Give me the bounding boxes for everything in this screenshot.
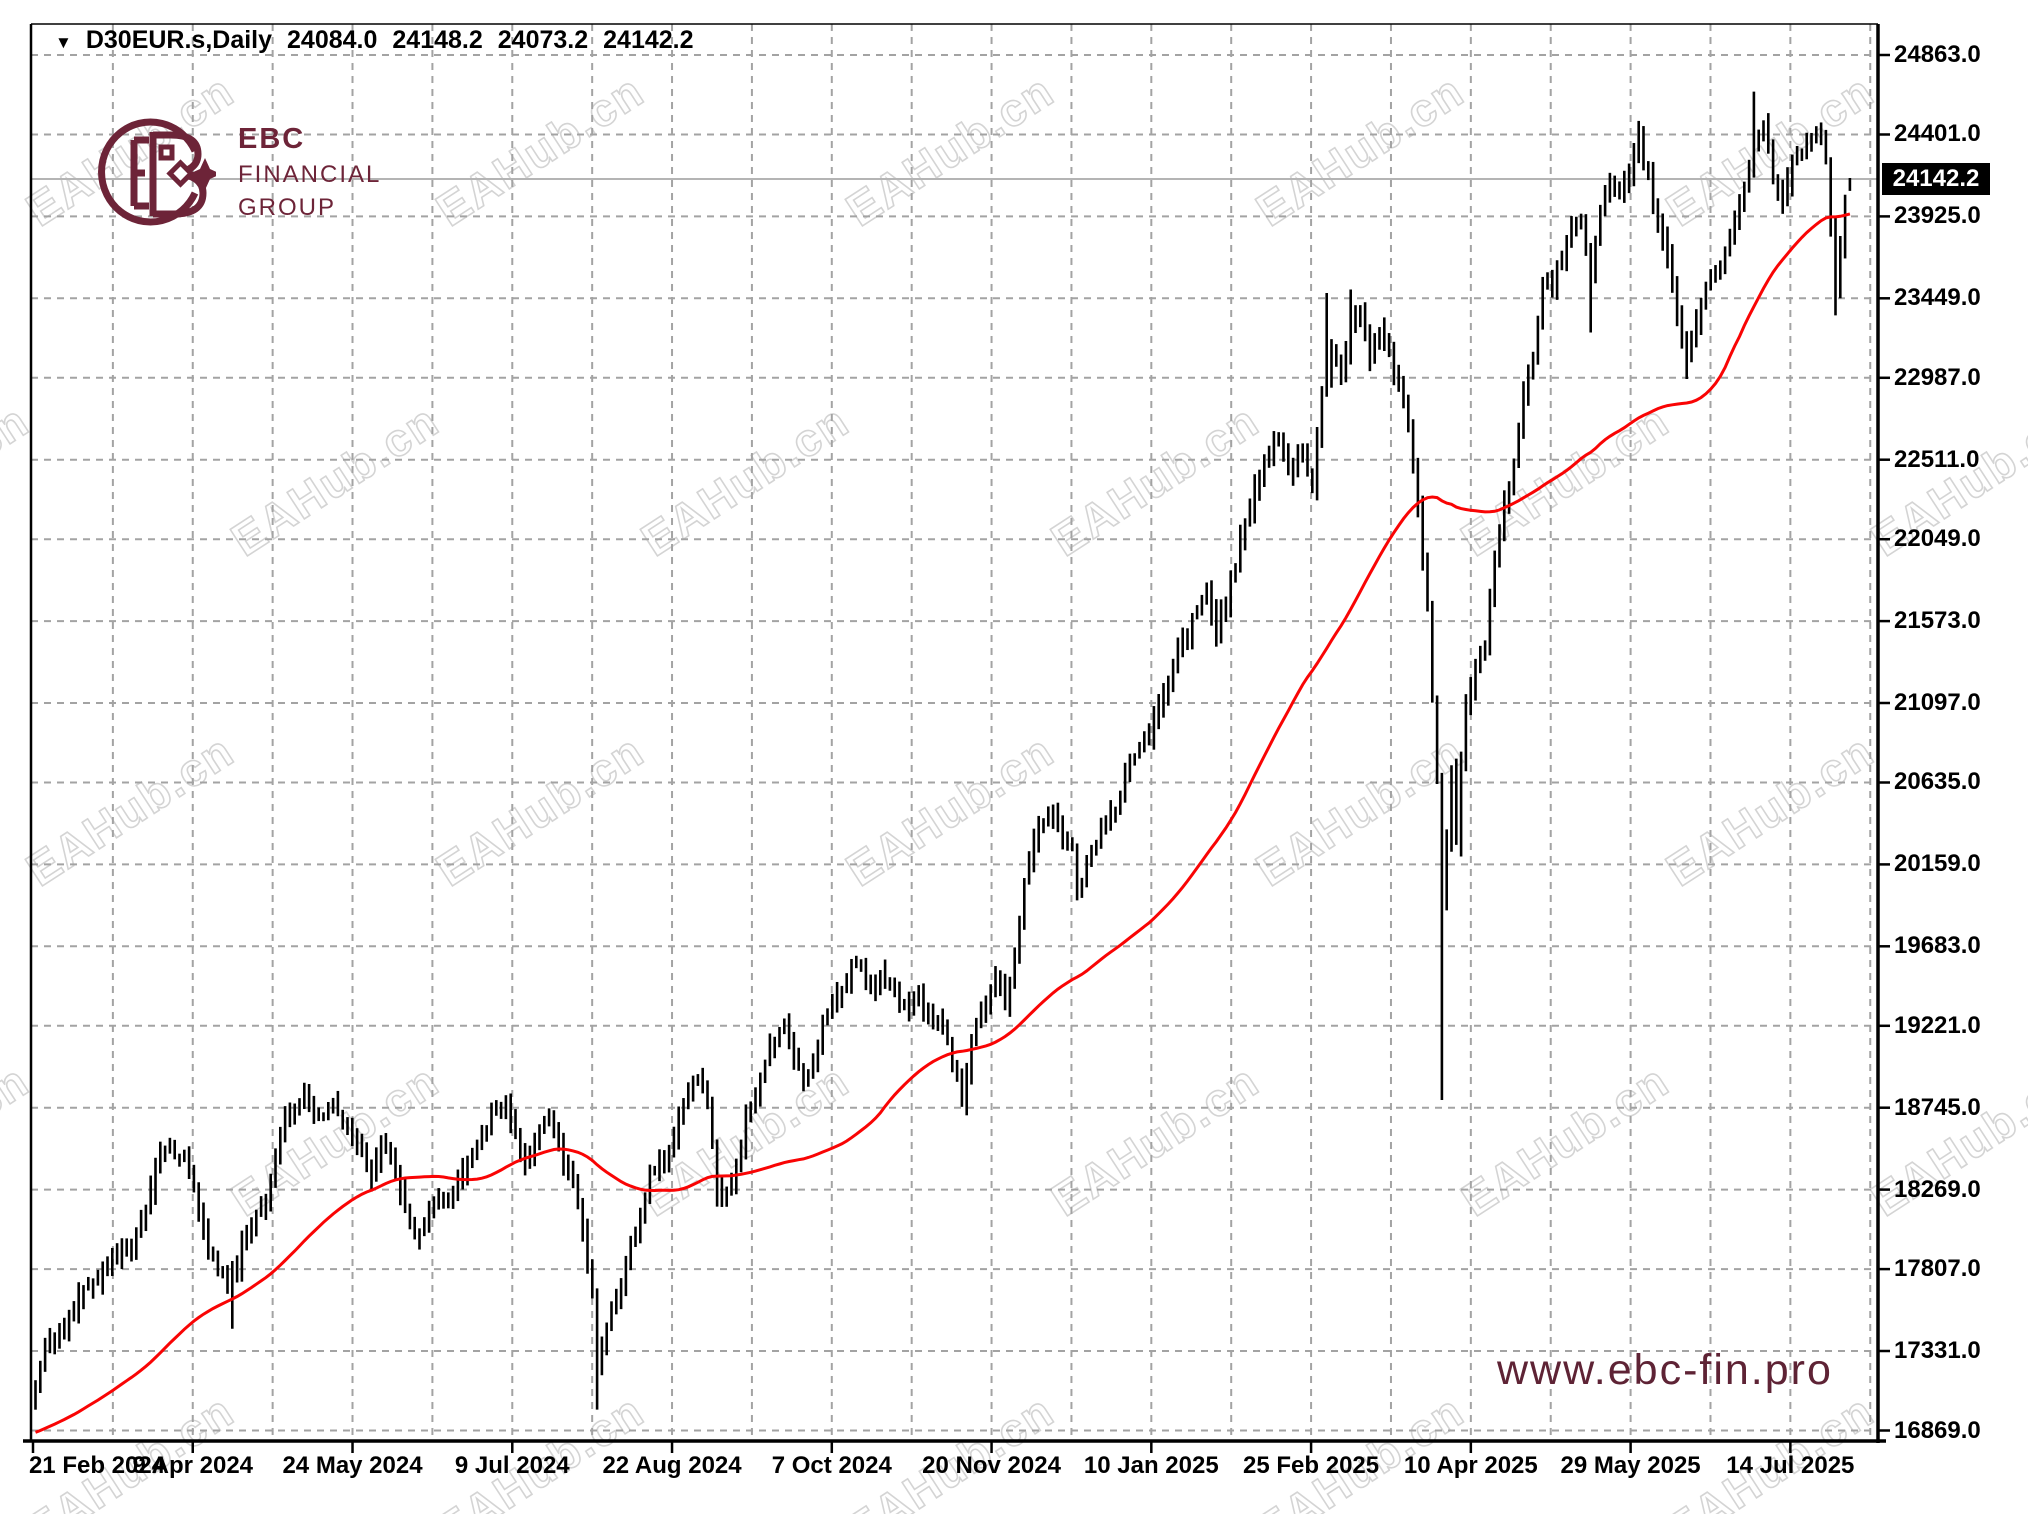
date-axis-label: 22 Aug 2024 <box>602 1452 742 1479</box>
chart-header: ▼ D30EUR.s,Daily 24084.0 24148.2 24073.2… <box>55 26 694 55</box>
current-price-badge: 24142.2 <box>1882 163 1990 196</box>
price-axis-label: 21097.0 <box>1894 689 1981 716</box>
price-axis-label: 22511.0 <box>1894 445 1980 473</box>
price-axis-label: 21573.0 <box>1894 607 1981 635</box>
price-axis-label: 19683.0 <box>1894 932 1981 960</box>
ebc-logo-monogram-icon <box>98 118 216 226</box>
date-axis-label: 10 Apr 2025 <box>1403 1452 1538 1479</box>
price-axis-label: 23925.0 <box>1894 202 1981 230</box>
price-axis-label: 23449.0 <box>1894 284 1981 312</box>
logo-line-group: GROUP <box>238 193 337 221</box>
moving-average-line <box>34 212 1851 1434</box>
price-axis-label: 22987.0 <box>1894 363 1981 391</box>
ebc-logo: EBC FINANCIAL GROUP <box>96 116 381 228</box>
ebc-logo-text: EBC FINANCIAL GROUP <box>238 122 382 221</box>
price-axis-label: 19221.0 <box>1894 1011 1981 1039</box>
price-axis-label: 24863.0 <box>1894 41 1981 68</box>
price-axis-label: 17331.0 <box>1894 1337 1981 1364</box>
price-axis-label: 16869.0 <box>1894 1416 1981 1444</box>
low-value: 24073.2 <box>497 26 589 54</box>
date-axis-label: 9 Jul 2024 <box>454 1452 570 1479</box>
date-axis-label: 7 Oct 2024 <box>771 1452 892 1479</box>
price-axis-label: 18269.0 <box>1894 1175 1981 1203</box>
logo-line-ebc: EBC <box>238 122 306 155</box>
high-value: 24148.2 <box>392 26 483 54</box>
price-axis-label: 20159.0 <box>1894 850 1981 878</box>
price-axis-label: 17807.0 <box>1894 1255 1981 1283</box>
date-axis-label: 20 Nov 2024 <box>922 1452 1061 1479</box>
symbol-timeframe-label: D30EUR.s,Daily <box>85 26 273 54</box>
date-axis-label: 14 Jul 2025 <box>1726 1452 1855 1479</box>
date-axis-label: 25 Feb 2025 <box>1243 1452 1380 1479</box>
price-axis-label: 24401.0 <box>1894 120 1981 148</box>
logo-line-financial: FINANCIAL <box>238 160 382 188</box>
price-axis-label: 18745.0 <box>1894 1093 1981 1121</box>
date-axis-label: 10 Jan 2025 <box>1083 1452 1219 1479</box>
website-url: www.ebc-fin.pro <box>1497 1346 1833 1394</box>
close-value: 24142.2 <box>603 26 694 54</box>
symbol-dropdown-icon[interactable]: ▼ <box>55 33 72 52</box>
date-axis-label: 24 May 2024 <box>282 1452 423 1479</box>
open-value: 24084.0 <box>287 26 378 54</box>
date-axis-label: 21 Feb 2024 <box>28 1452 166 1479</box>
price-axis-label: 22049.0 <box>1894 525 1981 553</box>
date-axis-label: 29 May 2025 <box>1560 1452 1701 1479</box>
date-axis-label: 9 Apr 2024 <box>132 1452 254 1479</box>
price-axis-label: 20635.0 <box>1894 768 1981 796</box>
